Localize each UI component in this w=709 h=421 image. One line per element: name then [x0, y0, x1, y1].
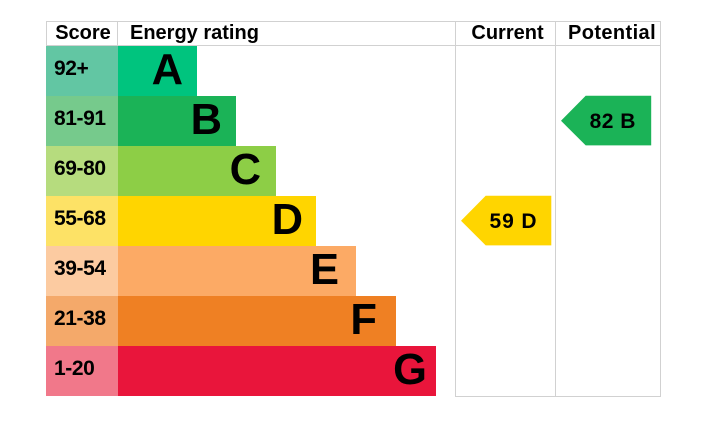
svg-text:82 B: 82 B [590, 110, 636, 133]
svg-text:59 D: 59 D [490, 210, 538, 233]
